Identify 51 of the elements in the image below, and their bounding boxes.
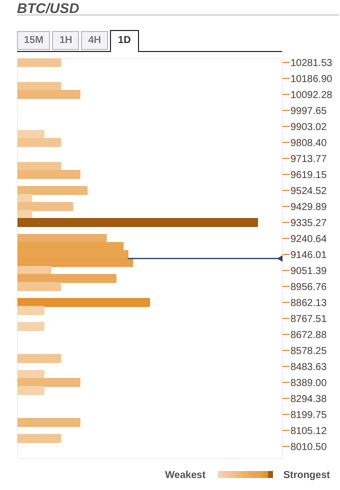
- y-tick-label: 9619.15: [290, 170, 328, 181]
- y-tick-label: 9146.01: [290, 250, 328, 261]
- y-tick-label: 8389.00: [290, 378, 328, 389]
- bar: [18, 282, 62, 291]
- bar: [18, 194, 32, 203]
- bar: [18, 378, 80, 387]
- y-tick-label: 8862.13: [290, 298, 328, 309]
- y-tick-label: 9524.52: [290, 186, 328, 197]
- y-tick-label: 9051.39: [290, 266, 328, 277]
- y-tick-label: 9335.27: [290, 218, 328, 229]
- text: 15M: [17, 31, 50, 50]
- y-tick-label: 8767.51: [290, 314, 328, 325]
- text: 1H: [52, 31, 80, 50]
- bar: [18, 138, 62, 147]
- y-tick-label: 8199.75: [290, 410, 328, 421]
- y-tick-label: 10092.28: [290, 90, 333, 101]
- bar: [18, 298, 150, 307]
- y-tick-label: 9997.65: [290, 106, 328, 117]
- y-tick-label: 10281.53: [290, 58, 333, 69]
- y-tick-label: 8294.38: [290, 394, 328, 405]
- bar: [18, 170, 80, 179]
- bar: [18, 418, 80, 427]
- y-tick-label: 8578.25: [290, 346, 328, 357]
- chart-title: BTC/USD: [17, 0, 339, 16]
- y-tick-label: 8672.88: [290, 330, 328, 341]
- bar: [18, 274, 116, 283]
- y-tick-label: 8483.63: [290, 362, 328, 373]
- y-tick-label: 8105.12: [290, 426, 328, 437]
- y-tick-label: 9903.02: [290, 122, 328, 133]
- bar: [18, 306, 44, 315]
- y-tick-label: 8010.50: [290, 442, 328, 453]
- bar: [18, 210, 32, 219]
- bar: [18, 354, 62, 363]
- text: 4H: [81, 31, 108, 50]
- y-tick-label: 9240.64: [290, 234, 328, 245]
- bar: [18, 218, 258, 227]
- text: Weakest: [165, 470, 206, 481]
- bar: [18, 322, 44, 331]
- bar: [18, 58, 62, 67]
- y-tick-label: 9429.89: [290, 202, 328, 213]
- y-tick-label: 10186.90: [290, 74, 333, 85]
- bar: [18, 186, 88, 195]
- y-tick-label: 9713.77: [290, 154, 328, 165]
- y-tick-label: 8956.76: [290, 282, 328, 293]
- bar: [18, 90, 80, 99]
- y-tick-label: 9808.40: [290, 138, 328, 149]
- bar: [18, 434, 62, 443]
- text: 1D: [110, 30, 139, 52]
- bar: [18, 386, 44, 395]
- bar: [18, 202, 74, 211]
- text: Strongest: [283, 470, 330, 481]
